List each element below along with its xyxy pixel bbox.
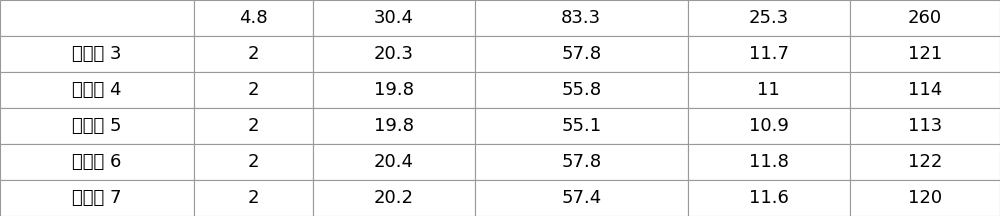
Bar [194, 0, 312, 36]
Text: 11.6: 11.6 [749, 189, 789, 207]
Text: 实施例 6: 实施例 6 [72, 153, 122, 171]
Bar [688, 72, 850, 108]
Text: 实施例 7: 实施例 7 [72, 189, 122, 207]
Bar [850, 108, 1000, 144]
Text: 实施例 5: 实施例 5 [72, 117, 122, 135]
Text: 11: 11 [757, 81, 780, 99]
Text: 55.1: 55.1 [561, 117, 601, 135]
Bar [312, 180, 475, 216]
Bar [475, 108, 688, 144]
Bar [688, 0, 850, 36]
Bar [850, 0, 1000, 36]
Text: 57.8: 57.8 [561, 153, 601, 171]
Bar [850, 72, 1000, 108]
Text: 122: 122 [908, 153, 942, 171]
Text: 57.8: 57.8 [561, 45, 601, 63]
Text: 20.2: 20.2 [374, 189, 414, 207]
Text: 120: 120 [908, 189, 942, 207]
Bar [312, 0, 475, 36]
Bar [312, 36, 475, 72]
Bar [475, 36, 688, 72]
Bar [312, 144, 475, 180]
Bar [194, 72, 312, 108]
Text: 25.3: 25.3 [749, 9, 789, 27]
Bar [475, 72, 688, 108]
Bar [688, 144, 850, 180]
Bar [194, 36, 312, 72]
Bar [688, 108, 850, 144]
Text: 55.8: 55.8 [561, 81, 601, 99]
Text: 57.4: 57.4 [561, 189, 601, 207]
Bar [0, 0, 194, 36]
Bar [0, 108, 194, 144]
Bar [850, 144, 1000, 180]
Text: 10.9: 10.9 [749, 117, 789, 135]
Bar [194, 108, 312, 144]
Text: 2: 2 [247, 81, 259, 99]
Text: 30.4: 30.4 [374, 9, 414, 27]
Text: 2: 2 [247, 117, 259, 135]
Bar [688, 36, 850, 72]
Text: 2: 2 [247, 189, 259, 207]
Bar [850, 180, 1000, 216]
Bar [475, 144, 688, 180]
Text: 11.8: 11.8 [749, 153, 789, 171]
Text: 121: 121 [908, 45, 942, 63]
Bar [194, 180, 312, 216]
Text: 实施例 3: 实施例 3 [72, 45, 122, 63]
Text: 2: 2 [247, 45, 259, 63]
Bar [0, 36, 194, 72]
Text: 113: 113 [908, 117, 942, 135]
Bar [850, 36, 1000, 72]
Bar [688, 180, 850, 216]
Text: 4.8: 4.8 [239, 9, 267, 27]
Text: 11.7: 11.7 [749, 45, 789, 63]
Text: 83.3: 83.3 [561, 9, 601, 27]
Bar [194, 144, 312, 180]
Bar [0, 144, 194, 180]
Bar [475, 180, 688, 216]
Text: 114: 114 [908, 81, 942, 99]
Text: 实施例 4: 实施例 4 [72, 81, 122, 99]
Text: 20.4: 20.4 [374, 153, 414, 171]
Bar [0, 180, 194, 216]
Text: 19.8: 19.8 [374, 81, 414, 99]
Bar [0, 72, 194, 108]
Bar [312, 108, 475, 144]
Bar [475, 0, 688, 36]
Text: 20.3: 20.3 [374, 45, 414, 63]
Text: 260: 260 [908, 9, 942, 27]
Bar [312, 72, 475, 108]
Text: 2: 2 [247, 153, 259, 171]
Text: 19.8: 19.8 [374, 117, 414, 135]
